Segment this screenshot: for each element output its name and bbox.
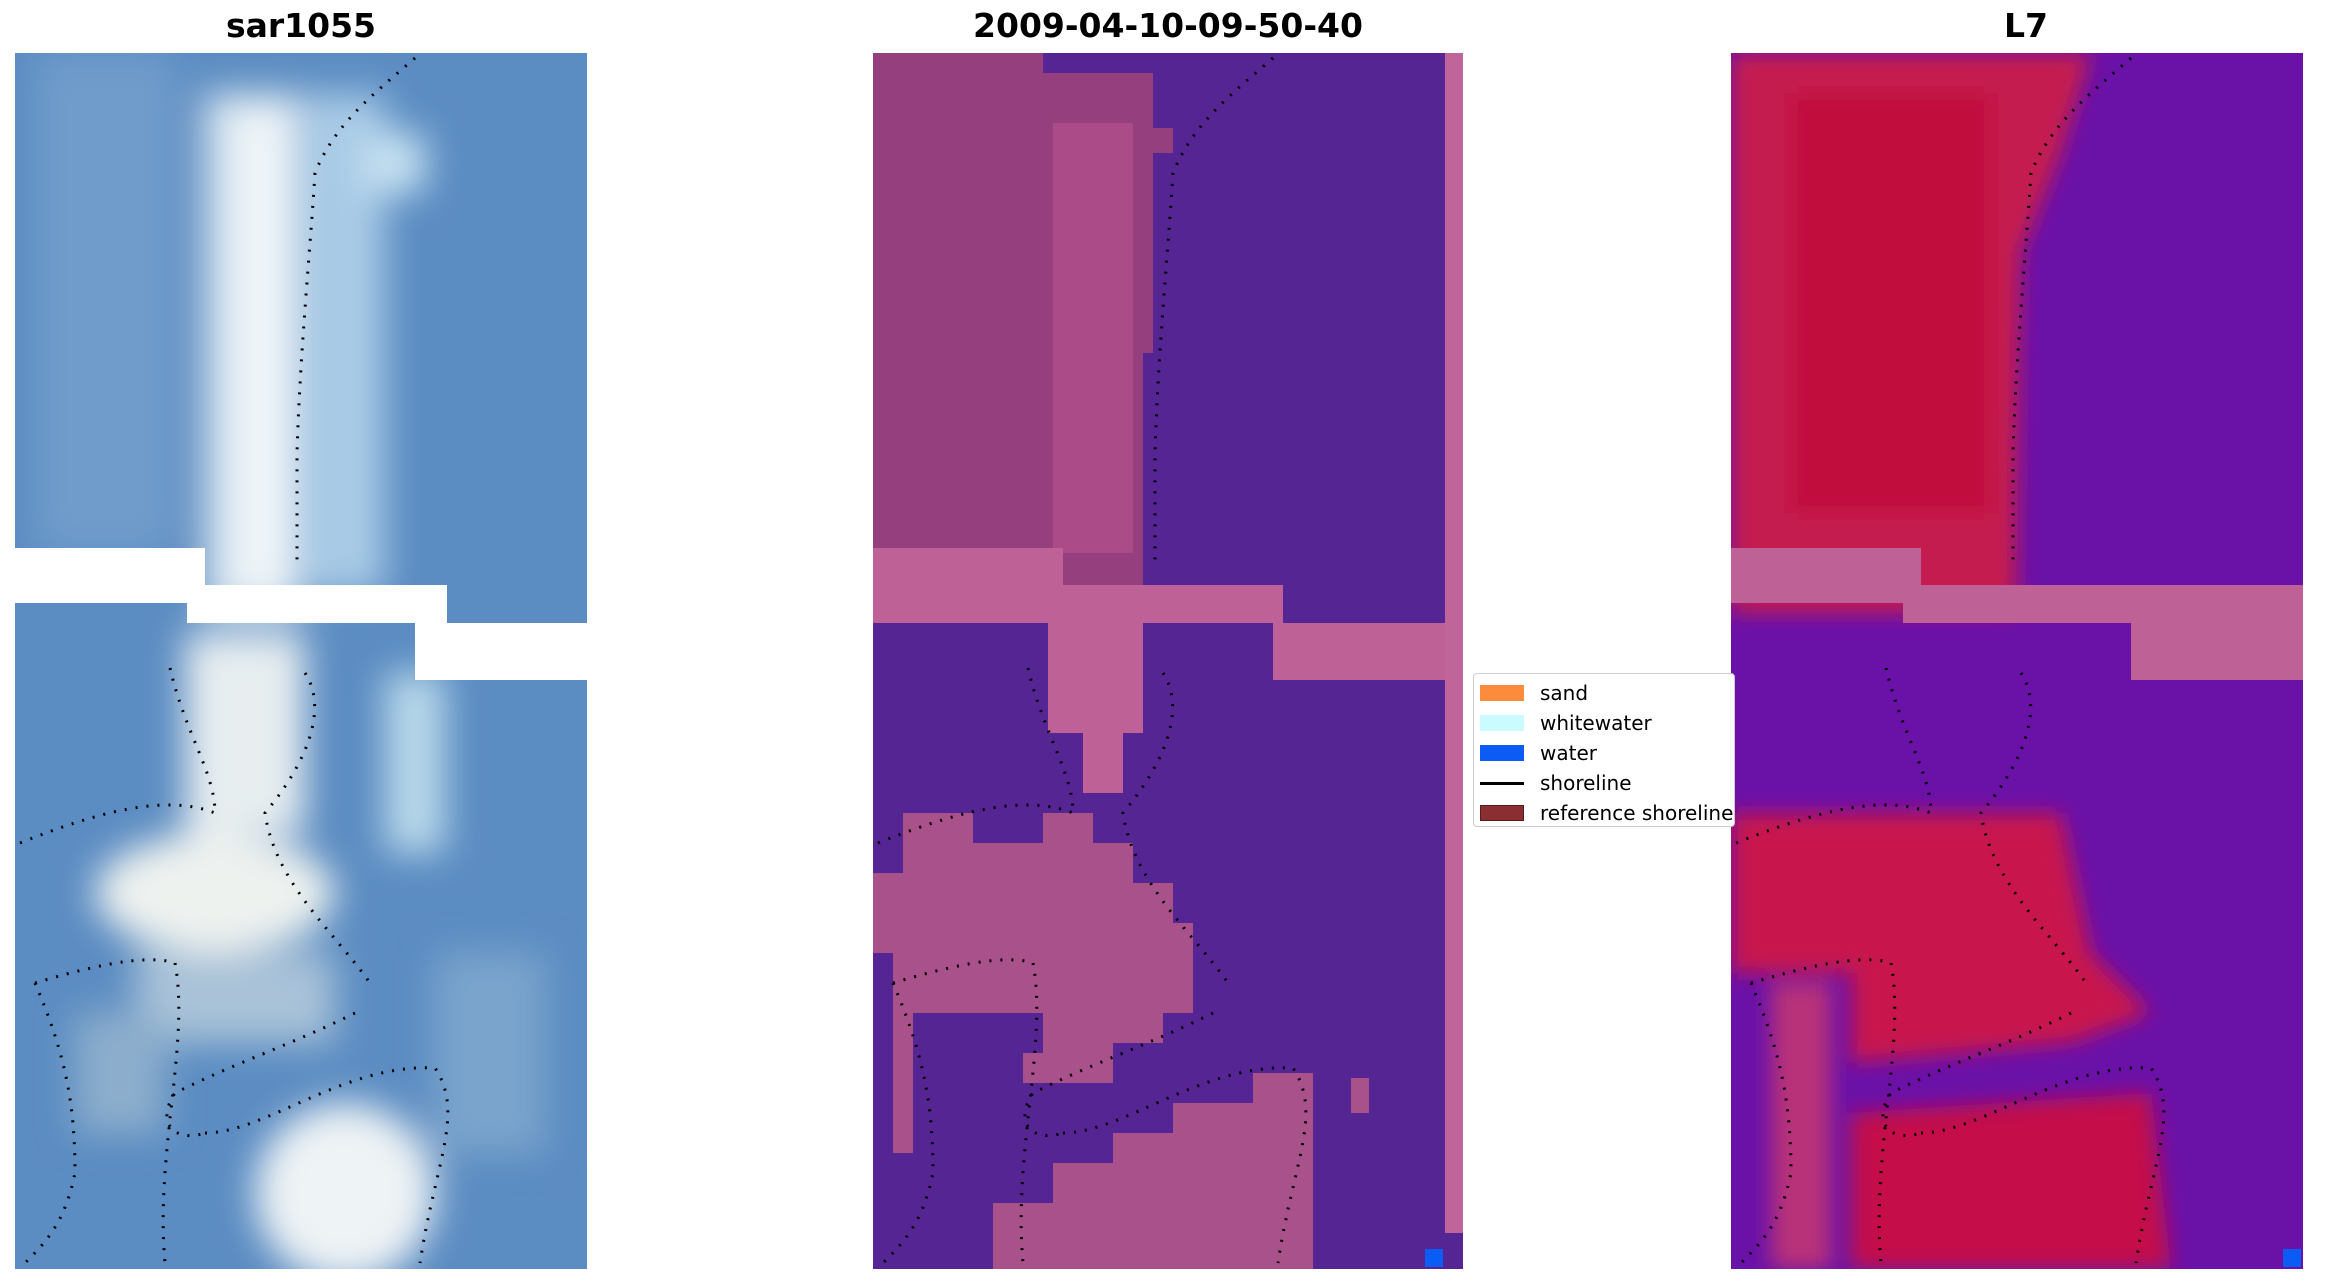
legend-label-whitewater: whitewater — [1540, 711, 1652, 735]
rgb-satellite-image — [15, 53, 587, 1269]
legend-label-sand: sand — [1540, 681, 1589, 705]
legend: sand whitewater water shoreline referenc… — [1473, 673, 1735, 827]
water-swatch-icon — [1480, 745, 1524, 761]
reference-shoreline-swatch-icon — [1480, 805, 1524, 821]
legend-label-shoreline: shoreline — [1540, 771, 1632, 795]
legend-item-reference-shoreline: reference shoreline — [1480, 801, 1733, 825]
panel-title-mndwi: L7 — [2004, 6, 2048, 45]
sand-swatch-icon — [1480, 685, 1524, 701]
legend-item-water: water — [1480, 741, 1597, 765]
rgb-image-panel — [15, 53, 587, 1269]
mndwi-image-panel — [1731, 53, 2321, 1269]
legend-label-water: water — [1540, 741, 1597, 765]
legend-item-sand: sand — [1480, 681, 1588, 705]
legend-item-whitewater: whitewater — [1480, 711, 1652, 735]
legend-item-shoreline: shoreline — [1480, 771, 1632, 795]
panel-title-classified: 2009-04-10-09-50-40 — [973, 6, 1363, 45]
classified-image-panel — [873, 53, 1463, 1269]
legend-label-reference-shoreline: reference shoreline — [1540, 801, 1734, 825]
shoreline-line-icon — [1480, 781, 1524, 785]
classified-image — [873, 53, 1463, 1269]
panel-title-rgb: sar1055 — [225, 6, 377, 45]
whitewater-swatch-icon — [1480, 715, 1524, 731]
mndwi-index-image — [1731, 53, 2321, 1269]
